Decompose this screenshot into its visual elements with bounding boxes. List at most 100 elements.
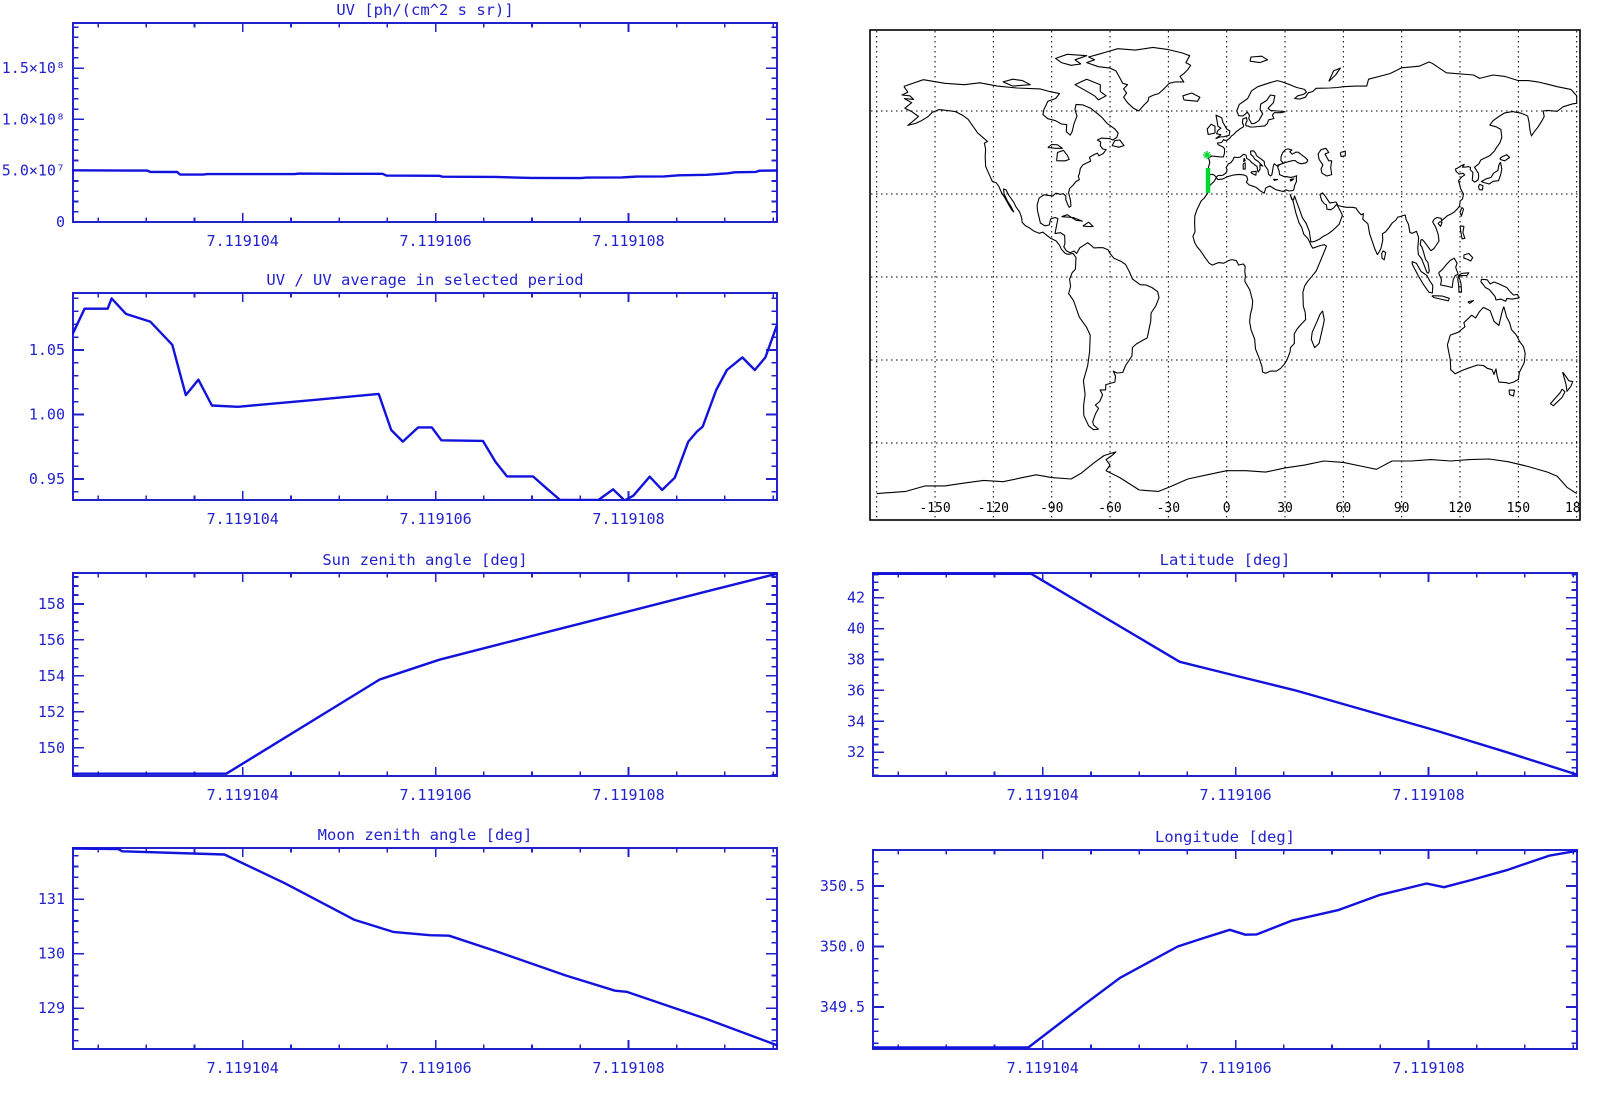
- y-tick-label: 40: [847, 620, 865, 638]
- coastline: [1310, 310, 1325, 349]
- coastline: [1381, 250, 1387, 261]
- axis-ticks: [73, 23, 777, 222]
- y-tick-label: 32: [847, 743, 865, 761]
- coastline: [1055, 53, 1088, 66]
- coastline: [1056, 149, 1070, 162]
- y-tick-label: 38: [847, 651, 865, 669]
- y-tick-label: 156: [38, 631, 65, 649]
- coastline: [876, 451, 1577, 495]
- x-tick-label: 7.119106: [1199, 1059, 1271, 1077]
- world-map: -150 -120 -90 -60 -30 0 30 60 90 120 150 180: [869, 29, 1588, 521]
- y-tick-label: 130: [38, 945, 65, 963]
- x-tick-label: 7.119108: [592, 1059, 664, 1077]
- map-lon-label: 180: [1565, 501, 1588, 516]
- y-tick-label: 131: [38, 890, 65, 908]
- chart-title: Latitude [deg]: [1160, 551, 1291, 569]
- coastline: [1206, 123, 1216, 136]
- y-tick-label: 1.05: [29, 341, 65, 359]
- y-tick-label: 0: [56, 213, 65, 231]
- coastline: [1192, 61, 1578, 374]
- coastline: [1215, 114, 1231, 140]
- coastline: [1411, 260, 1434, 294]
- map-lon-label: 0: [1223, 501, 1231, 516]
- coastline: [1317, 147, 1333, 177]
- chart-2: UV / UV average in selected period 7.1191…: [29, 271, 778, 528]
- y-tick-label: 350.0: [820, 937, 865, 955]
- chart-5: Latitude [deg] 7.119104 7.119106 7.119108 32…: [847, 551, 1578, 804]
- plot-frame: [72, 572, 778, 777]
- data-series-line: [872, 572, 1578, 776]
- coastline: [1446, 306, 1526, 385]
- coastline: [1061, 214, 1083, 222]
- y-tick-label: 154: [38, 667, 65, 685]
- coastline: [1562, 371, 1574, 392]
- map-lon-label: -30: [1157, 501, 1180, 516]
- coastline: [1249, 55, 1269, 64]
- x-tick-label: 7.119106: [1199, 786, 1271, 804]
- x-tick-label: 7.119108: [1392, 1059, 1464, 1077]
- coastline: [1111, 139, 1125, 148]
- y-tick-label: 349.5: [820, 998, 865, 1016]
- coastline: [1086, 46, 1192, 112]
- map-lon-label: 90: [1394, 501, 1410, 516]
- y-tick-label: 34: [847, 712, 865, 730]
- coastline: [1508, 389, 1516, 397]
- axis-ticks: [73, 573, 777, 776]
- coastline: [1438, 257, 1459, 289]
- x-tick-label: 7.119104: [207, 510, 279, 528]
- map-lon-label: 150: [1507, 501, 1530, 516]
- chart-title: UV / UV average in selected period: [266, 271, 583, 289]
- y-tick-label: 42: [847, 589, 865, 607]
- coastline: [1459, 206, 1465, 217]
- data-series-line: [72, 572, 778, 775]
- coastline: [1002, 78, 1031, 87]
- x-tick-label: 7.119108: [592, 510, 664, 528]
- coastlines: [876, 46, 1578, 495]
- data-series-line: [72, 297, 778, 501]
- y-tick-label: 1.5×10⁸: [2, 59, 65, 77]
- x-tick-label: 7.119106: [399, 232, 471, 250]
- coastline: [1047, 143, 1063, 149]
- x-tick-label: 7.119104: [207, 1059, 279, 1077]
- plot-frame: [72, 847, 778, 1050]
- coastline: [1243, 157, 1246, 162]
- ground-track-star: [1203, 150, 1212, 159]
- chart-1: UV [ph/(cm^2 s sr)] 7.119104 7.119106 7.119…: [2, 1, 778, 250]
- coastline: [1457, 272, 1470, 293]
- coastline: [1082, 221, 1094, 228]
- chart-3: Sun zenith angle [deg] 7.119104 7.119106 7.…: [38, 551, 778, 804]
- chart-title: Longitude [deg]: [1155, 828, 1295, 846]
- axis-ticks: [73, 848, 777, 1049]
- y-tick-label: 150: [38, 739, 65, 757]
- chart-title: Sun zenith angle [deg]: [322, 551, 527, 569]
- y-tick-label: 36: [847, 681, 865, 699]
- axis-ticks: [73, 293, 777, 500]
- map-lon-label: -120: [978, 501, 1009, 516]
- y-tick-label: 1.0×10⁸: [2, 110, 65, 128]
- x-tick-label: 7.119104: [1007, 1059, 1079, 1077]
- coastline: [1242, 162, 1246, 170]
- plot-frame: [72, 292, 778, 501]
- map-lon-label: 30: [1277, 501, 1293, 516]
- coastline: [1477, 183, 1484, 191]
- y-tick-label: 0.95: [29, 470, 65, 488]
- x-tick-label: 7.119106: [399, 510, 471, 528]
- coastline: [1467, 299, 1475, 304]
- coastline: [1339, 150, 1346, 158]
- x-tick-label: 7.119108: [1392, 786, 1464, 804]
- x-tick-label: 7.119106: [399, 1059, 471, 1077]
- coastline: [1328, 67, 1341, 82]
- coastline: [1549, 388, 1566, 407]
- chart-title: UV [ph/(cm^2 s sr)]: [336, 1, 513, 19]
- coastline: [1182, 92, 1201, 102]
- chart-6: Longitude [deg] 7.119104 7.119106 7.119108 3…: [820, 828, 1578, 1077]
- x-tick-label: 7.119108: [592, 232, 664, 250]
- y-tick-label: 129: [38, 999, 65, 1017]
- x-tick-label: 7.119106: [399, 786, 471, 804]
- x-tick-label: 7.119108: [592, 786, 664, 804]
- coastline: [1074, 78, 1107, 101]
- coastline: [1437, 221, 1443, 227]
- coastline: [1459, 225, 1466, 240]
- y-tick-label: 5.0×10⁷: [2, 162, 65, 180]
